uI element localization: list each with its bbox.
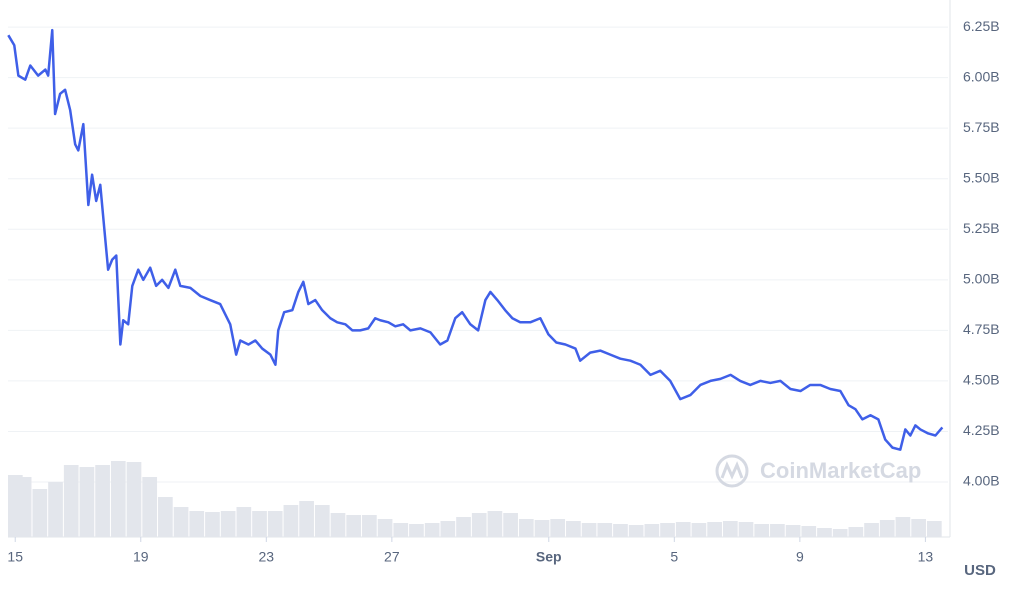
y-tick-label: 6.00B — [963, 68, 1000, 84]
x-tick-label: 5 — [670, 549, 678, 565]
x-tick-label: 27 — [384, 549, 400, 565]
watermark-text: CoinMarketCap — [760, 458, 921, 483]
volume-bar — [754, 524, 770, 537]
watermark: CoinMarketCap — [715, 454, 921, 488]
volume-bar — [393, 523, 409, 537]
volume-bar — [314, 505, 330, 537]
volume-bar — [864, 523, 879, 537]
volume-bar — [503, 513, 518, 537]
volume-bar — [770, 524, 785, 537]
volume-bar — [738, 522, 754, 537]
volume-bar — [158, 497, 173, 537]
volume-bar — [299, 501, 314, 537]
x-tick-label: Sep — [536, 549, 562, 565]
volume-bar — [205, 512, 220, 537]
volume-bar — [409, 524, 424, 537]
volume-bar — [440, 521, 456, 537]
volume-bar — [330, 513, 346, 537]
volume-bar — [110, 461, 126, 537]
volume-bar — [362, 515, 377, 537]
volume-bar — [142, 477, 158, 537]
volume-bar — [252, 511, 267, 537]
volume-bar — [911, 519, 926, 537]
volume-bar — [424, 523, 440, 537]
price-line — [7, 28, 944, 451]
volume-bar — [628, 525, 644, 537]
currency-label: USD — [964, 562, 996, 579]
y-tick-label: 5.00B — [963, 271, 1000, 287]
volume-bar — [487, 511, 503, 537]
volume-bar — [534, 520, 550, 537]
volume-bar — [79, 467, 95, 537]
volume-bar — [801, 526, 817, 537]
y-tick-label: 4.00B — [963, 473, 1000, 489]
y-tick-label: 5.25B — [963, 220, 1000, 236]
watermark-logo-mark — [720, 461, 744, 480]
volume-bar — [597, 523, 613, 537]
y-tick-label: 5.50B — [963, 169, 1000, 185]
volume-bar — [189, 511, 205, 537]
volume-bar — [581, 523, 597, 537]
x-tick-label: 19 — [133, 549, 149, 565]
volume-bar — [456, 517, 471, 537]
volume-bar — [283, 505, 299, 537]
volume-bar — [707, 522, 722, 537]
volume-bar — [926, 521, 942, 537]
x-tick-label: 9 — [796, 549, 804, 565]
volume-bar — [785, 525, 801, 537]
volume-bar — [848, 527, 864, 537]
volume-bar — [613, 524, 628, 537]
volume-bar — [220, 511, 236, 537]
volume-bar — [644, 524, 660, 537]
y-tick-label: 4.75B — [963, 321, 1000, 337]
y-tick-label: 6.25B — [963, 18, 1000, 34]
x-tick-label: 23 — [259, 549, 275, 565]
volume-bar — [675, 522, 691, 537]
watermark-logo — [715, 454, 749, 488]
volume-bar — [48, 482, 63, 537]
volume-bar — [879, 520, 895, 537]
y-tick-label: 4.25B — [963, 422, 1000, 438]
volume-bar — [32, 489, 48, 537]
volume-bar — [817, 528, 832, 537]
volume-bar — [126, 462, 142, 537]
volume-bar — [16, 477, 32, 537]
volume-bar — [660, 523, 675, 537]
volume-bar — [895, 517, 911, 537]
y-tick-label: 4.50B — [963, 372, 1000, 388]
volume-bar — [691, 523, 707, 537]
volume-bar — [377, 519, 393, 537]
volume-bar — [471, 513, 487, 537]
volume-bar — [267, 511, 283, 537]
x-tick-label: 13 — [918, 549, 934, 565]
volume-bar — [832, 529, 848, 537]
volume-bar — [550, 519, 566, 537]
volume-bar — [173, 507, 189, 537]
y-tick-label: 5.75B — [963, 119, 1000, 135]
volume-bar — [346, 515, 362, 537]
volume-bar — [63, 465, 79, 537]
volume-bar — [236, 507, 252, 537]
x-tick-label: 15 — [7, 549, 23, 565]
volume-bar — [518, 519, 534, 537]
volume-bar — [722, 521, 738, 537]
volume-bar — [566, 521, 581, 537]
volume-bar — [95, 465, 110, 537]
